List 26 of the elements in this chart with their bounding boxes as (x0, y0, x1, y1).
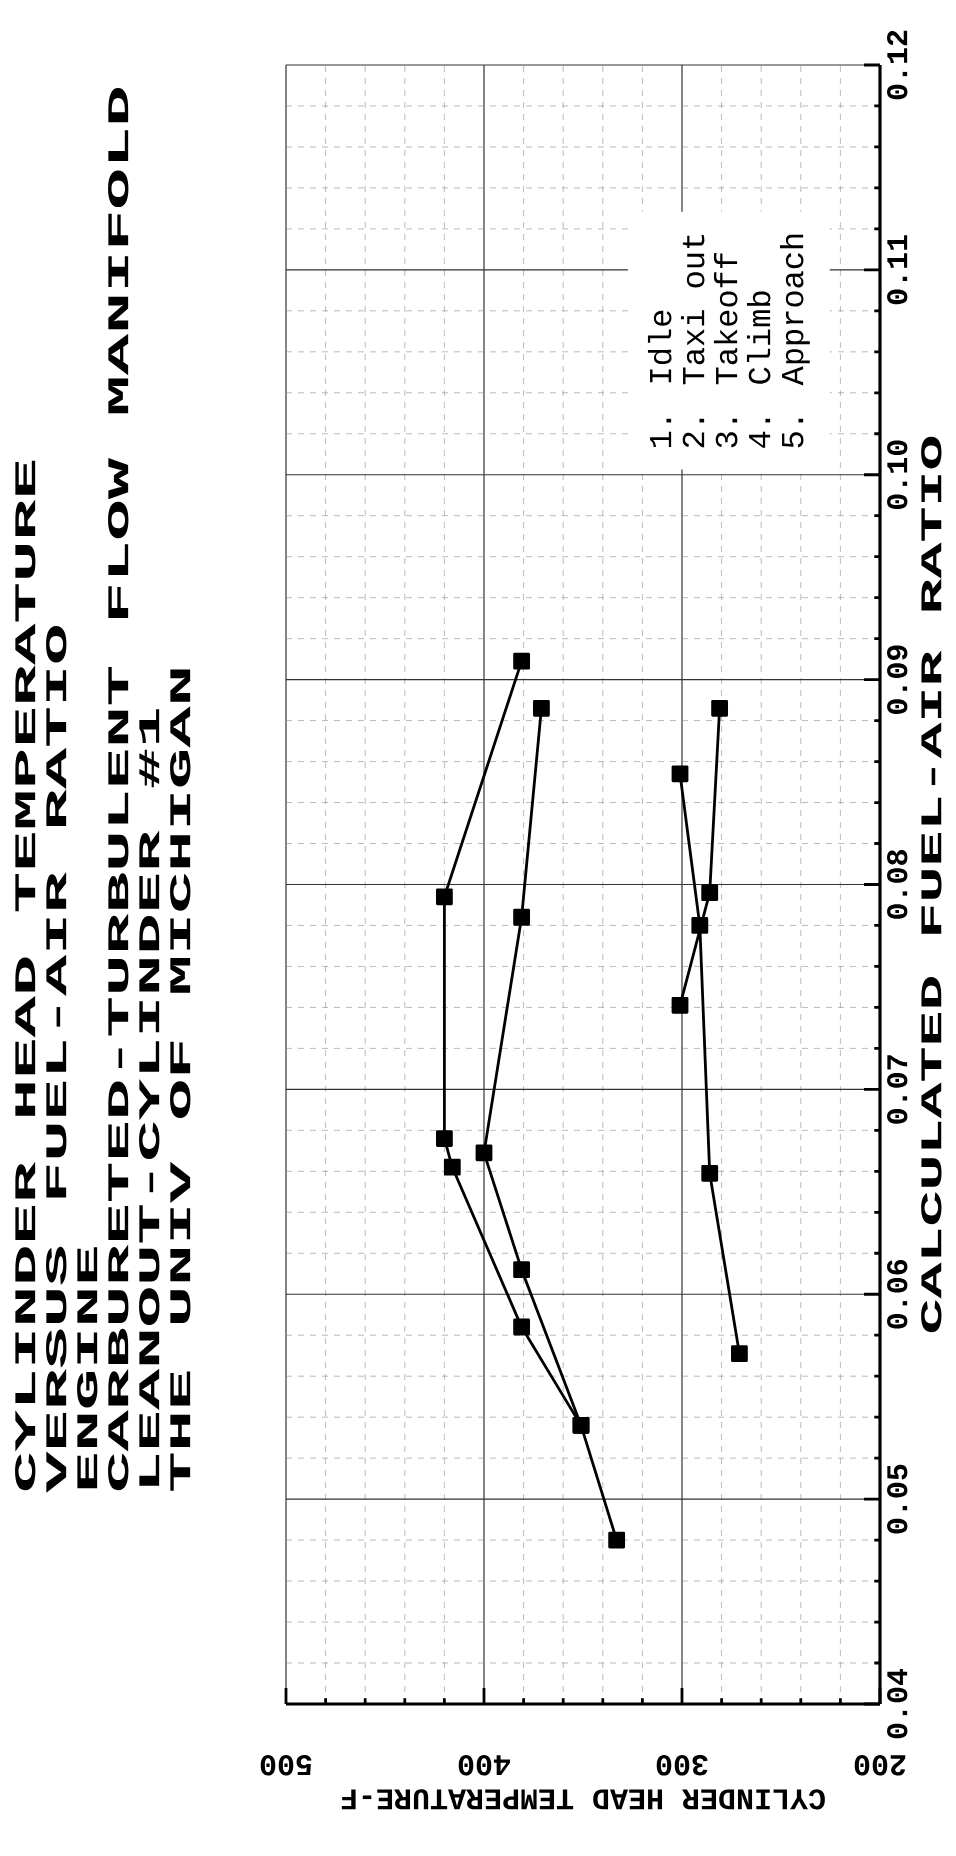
x-tick-label: 500 (260, 1755, 312, 1776)
annotation: 1. Idle (647, 310, 672, 448)
y-tick-label: 0.09 (887, 645, 908, 714)
x-tick-label: 400 (458, 1755, 510, 1776)
x-tick-label: 200 (854, 1755, 906, 1776)
text: CARBURETED-TURBULENT FLOW MANIFOLD (108, 88, 129, 1491)
y-tick-label: 0.11 (887, 235, 908, 305)
text: LEANOUT-CYLINDER #1 (139, 709, 160, 1486)
y-tick-label: 0.04 (887, 1668, 908, 1739)
y-tick-label: 0.12 (887, 30, 908, 100)
y-tick-label: 0.08 (887, 850, 908, 919)
text: CYLINDER HEAD TEMPERATURE (15, 460, 36, 1491)
text: THE UNIV OF MICHIGAN (170, 669, 191, 1491)
y-tick-label: 0.06 (887, 1259, 908, 1329)
text: ENGINE (77, 1247, 98, 1489)
annotation: 3. Takeoff (713, 253, 738, 448)
y-tick-label: 0.10 (887, 440, 908, 510)
x-tick-label: 300 (656, 1755, 708, 1776)
x-axis-title: CYLINDER HEAD TEMPERATURE-F (341, 1789, 825, 1810)
y-axis-title: CALCULATED FUEL-AIR RATIO (921, 436, 942, 1333)
text: VERSUS FUEL-AIR RATIO (46, 625, 67, 1493)
y-tick-label: 0.05 (887, 1464, 908, 1534)
annotation: 4. Climb (746, 291, 771, 448)
y-tick-label: 0.07 (887, 1055, 908, 1124)
annotation: 2. Taxi out (680, 235, 705, 448)
annotation: 5. Approach (779, 234, 810, 448)
